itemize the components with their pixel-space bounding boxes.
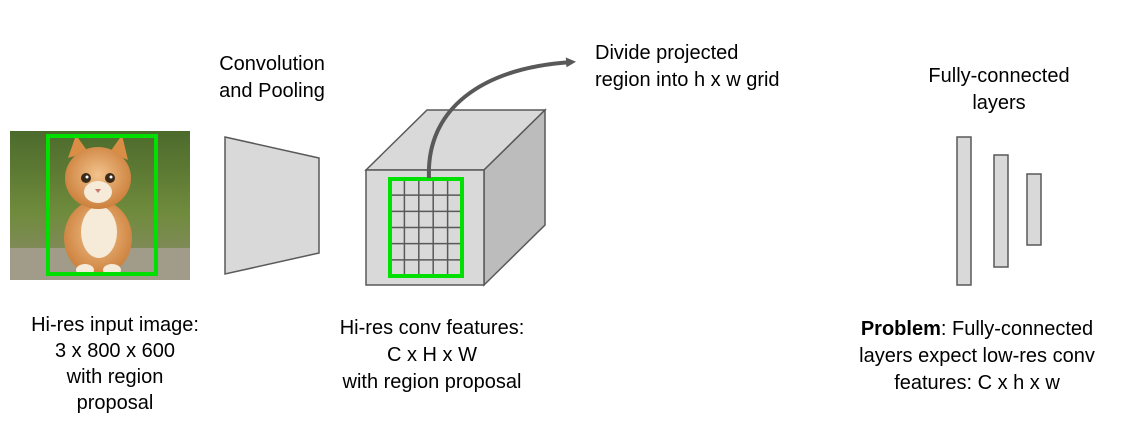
fc-label: Fully-connected layers	[928, 65, 1069, 114]
conv-pool-label-line-2: and Pooling	[219, 80, 325, 102]
fc-layers	[956, 136, 1042, 286]
input-caption-line-1: Hi-res input image:	[31, 314, 199, 336]
arrow-note: Divide projected region into h x w grid	[595, 42, 780, 91]
problem-bold: Problem	[861, 318, 941, 340]
conv-features-caption-line-2: C x H x W	[387, 344, 477, 366]
projected-region-box	[388, 177, 464, 278]
conv-pool-label-line-1: Convolution	[219, 53, 325, 75]
fc-label-line-1: Fully-connected	[928, 65, 1069, 87]
input-caption-line-3: with region	[66, 366, 164, 388]
fc-layer-3	[1026, 173, 1042, 246]
conv-pool-trapezoid	[224, 136, 320, 275]
conv-features-caption-line-3: with region proposal	[342, 371, 522, 393]
problem-statement: Problem: Fully-connected layers expect l…	[859, 318, 1095, 394]
conv-features-caption-line-1: Hi-res conv features:	[340, 317, 525, 339]
arrow-note-line-2: region into h x w grid	[595, 69, 780, 91]
problem-line-3: features: C x h x w	[894, 372, 1060, 394]
conv-pool-label: Convolution and Pooling	[219, 53, 325, 102]
feature-cube	[364, 108, 547, 287]
projected-region-grid	[390, 179, 462, 276]
problem-line-2: layers expect low-res conv	[859, 345, 1095, 367]
fc-label-line-2: layers	[972, 92, 1025, 114]
kitten-figure	[64, 135, 132, 276]
arrow-note-line-1: Divide projected	[595, 42, 738, 64]
input-caption-line-4: proposal	[77, 392, 154, 414]
input-caption: Hi-res input image: 3 x 800 x 600 with r…	[31, 314, 199, 414]
conv-features-caption: Hi-res conv features: C x H x W with reg…	[340, 317, 525, 393]
region-proposal-box	[46, 134, 158, 276]
problem-line-1-rest: : Fully-connected	[941, 318, 1093, 340]
input-caption-line-2: 3 x 800 x 600	[55, 340, 175, 362]
fc-layer-1	[956, 136, 972, 286]
projection-arrow	[426, 57, 576, 179]
fc-layer-2	[993, 154, 1009, 268]
problem-line-1: Problem: Fully-connected	[861, 318, 1093, 340]
input-image	[10, 131, 190, 280]
